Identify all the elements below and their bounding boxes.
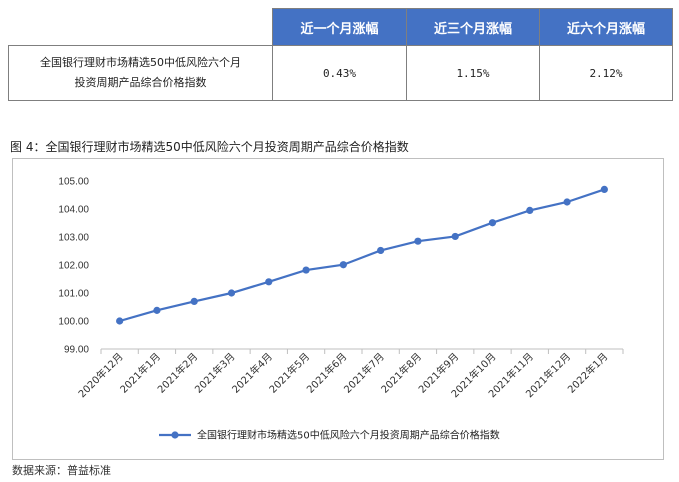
data-point (265, 278, 273, 286)
figure-title: 图 4：全国银行理财市场精选50中低风险六个月投资周期产品综合价格指数 (10, 140, 409, 154)
y-tick-label: 103.00 (58, 233, 89, 244)
data-point (227, 289, 236, 297)
y-tick-label: 102.00 (58, 261, 89, 272)
summary-table: 近一个月涨幅 近三个月涨幅 近六个月涨幅 全国银行理财市场精选50中低风险六个月… (8, 8, 673, 101)
data-point (302, 266, 310, 274)
value-6m: 2.12% (539, 45, 673, 101)
header-6m: 近六个月涨幅 (539, 8, 673, 46)
chart-frame: 99.00 100.00 101.00 102.00 103.00 104.00 105.0… (12, 158, 664, 460)
data-point (339, 261, 347, 269)
data-point (190, 297, 198, 305)
y-tick-label: 105.00 (58, 177, 89, 188)
data-point (377, 246, 385, 255)
series-line (119, 188, 605, 323)
header-1m: 近一个月涨幅 (272, 8, 407, 46)
data-point (414, 237, 422, 245)
data-source: 数据来源：普益标准 (12, 464, 111, 477)
index-name-line1: 全国银行理财市场精选50中低风险六个月 (40, 56, 241, 69)
data-point (153, 306, 161, 314)
x-tick-label: 2020年12月 (75, 350, 125, 400)
y-tick-label: 101.00 (58, 289, 89, 300)
legend-label: 全国银行理财市场精选50中低风险六个月投资周期产品综合价格指数 (197, 429, 500, 442)
legend-marker (171, 431, 179, 439)
index-name-cell: 全国银行理财市场精选50中低风险六个月 投资周期产品综合价格指数 (8, 45, 273, 101)
y-tick-label: 104.00 (58, 205, 89, 216)
y-tick-label: 99.00 (64, 345, 89, 356)
header-3m: 近三个月涨幅 (406, 8, 540, 46)
data-point (563, 198, 571, 206)
index-name-line2: 投资周期产品综合价格指数 (74, 76, 207, 89)
value-3m: 1.15% (406, 45, 540, 101)
data-point (488, 219, 497, 227)
value-1m: 0.43% (272, 45, 407, 101)
data-point (116, 317, 124, 325)
data-point (451, 232, 459, 241)
table-header-row: 近一个月涨幅 近三个月涨幅 近六个月涨幅 (8, 8, 673, 46)
x-tick-label: 2022年1月 (565, 350, 611, 396)
table-header-blank (8, 8, 273, 46)
data-point (526, 206, 534, 214)
data-point (600, 185, 608, 193)
line-chart: 99.00 100.00 101.00 102.00 103.00 104.00 105.0… (58, 177, 624, 442)
y-tick-label: 100.00 (58, 317, 89, 328)
table-row: 全国银行理财市场精选50中低风险六个月 投资周期产品综合价格指数 0.43% 1… (8, 45, 673, 101)
